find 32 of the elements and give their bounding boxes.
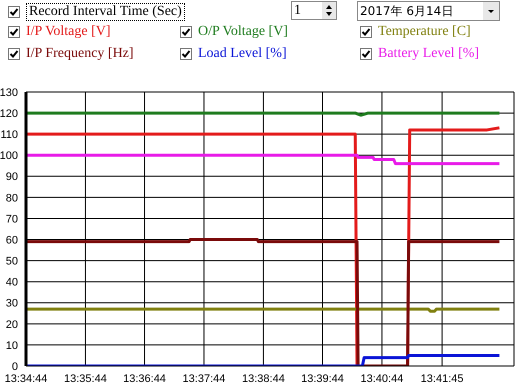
y-tick-label: 80 (6, 192, 18, 204)
text: O/P Voltage [V] (198, 24, 288, 40)
y-tick-label: 50 (6, 256, 18, 268)
text: I/P Voltage [V] (26, 24, 111, 40)
x-tick-label: 13:39:44 (301, 372, 344, 385)
x-tick-label: 13:36:44 (123, 372, 166, 385)
text: 2017年 6月14日 (357, 1, 500, 21)
y-tick-label: 120 (0, 108, 18, 120)
text: Temperature [C] (378, 24, 471, 40)
y-tick-label: 40 (6, 276, 18, 289)
x-tick-label: 13:40:44 (360, 372, 404, 385)
y-tick-label: 0 (12, 360, 18, 373)
text: Load Level [%] (198, 46, 287, 62)
y-tick-label: 90 (6, 171, 18, 184)
x-tick-label: 13:37:44 (182, 372, 226, 385)
text: 1 (291, 1, 337, 20)
y-tick-label: 30 (6, 298, 18, 310)
y-tick-label: 130 (0, 86, 18, 99)
x-tick-label: 13:35:44 (64, 372, 107, 385)
x-tick-label: 13:34:44 (4, 372, 48, 385)
text: I/P Frequency [Hz] (26, 46, 134, 62)
y-tick-label: 10 (6, 340, 18, 352)
y-tick-label: 100 (0, 150, 18, 162)
line-series (26, 154, 501, 166)
y-tick-label: 20 (6, 318, 18, 331)
text: Battery Level [%] (378, 46, 480, 62)
x-tick-label: 13:41:45 (420, 372, 464, 385)
y-tick-label: 70 (6, 213, 18, 226)
y-tick-label: 60 (6, 234, 18, 246)
text: Record Interval Time (Sec) (26, 3, 185, 21)
x-tick-label: 13:38:44 (242, 372, 285, 385)
y-tick-label: 110 (0, 129, 18, 142)
